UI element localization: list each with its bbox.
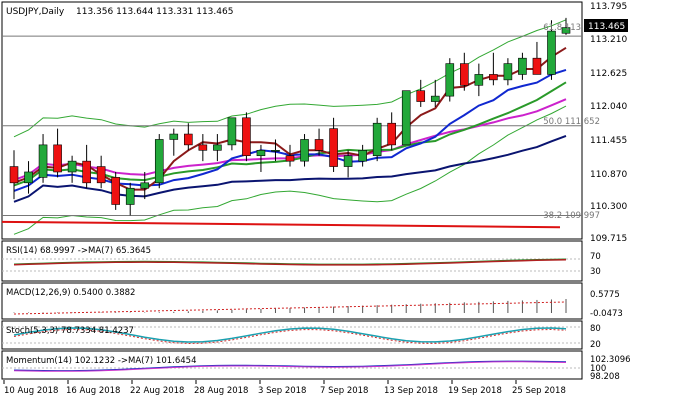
current-price-badge xyxy=(584,19,628,32)
bear-candle xyxy=(329,128,338,167)
bull-candle xyxy=(372,122,382,157)
bull-candle xyxy=(300,139,309,162)
upper-band-line xyxy=(13,19,567,138)
date-label: 25 Sep 2018 xyxy=(512,386,566,396)
bull-candle xyxy=(213,144,222,151)
fib-label-382: 38.2 109.997 xyxy=(543,211,600,221)
date-label: 7 Sep 2018 xyxy=(320,386,368,396)
bull-candle xyxy=(67,160,77,173)
stoch-label: Stoch(5,3,3) 78.7334 81.4237 xyxy=(6,326,134,336)
bull-candle xyxy=(401,90,411,146)
price-tick: 110.300 xyxy=(590,202,627,212)
ma-long-navy-line xyxy=(13,134,567,203)
fib-label-618: 61.8 113.307 xyxy=(543,23,600,33)
bull-candle xyxy=(518,57,527,75)
date-label: 22 Aug 2018 xyxy=(130,386,184,396)
stoch-d-line xyxy=(13,328,567,345)
bull-candle xyxy=(125,187,135,205)
bull-candle xyxy=(38,144,48,178)
momentum-ma-line xyxy=(13,361,567,372)
price-tick: 112.040 xyxy=(590,102,627,112)
momentum-tick-low: 98.208 xyxy=(590,372,620,382)
date-label: 28 Aug 2018 xyxy=(194,386,248,396)
bear-candle xyxy=(111,177,120,205)
macd-signal-line xyxy=(13,301,567,315)
momentum-tick-high: 102.3096 xyxy=(590,355,631,365)
bear-candle xyxy=(82,160,91,184)
bull-candle xyxy=(256,150,266,157)
rsi-tick-70: 70 xyxy=(590,252,601,262)
bear-candle xyxy=(532,57,542,75)
macd-tick-low: -0.0473 xyxy=(590,309,623,319)
macd-panel[interactable] xyxy=(1,282,583,320)
momentum-label: Momentum(14) 102.1232 ->MA(7) 101.6454 xyxy=(6,356,196,366)
bull-candle xyxy=(561,27,571,34)
stoch-tick-80: 80 xyxy=(590,324,601,334)
rsi-tick-30: 30 xyxy=(590,267,601,277)
chart-symbol-label: USDJPY,Daily xyxy=(6,7,65,17)
macd-tick-high: 0.5775 xyxy=(590,290,620,300)
date-label: 13 Sep 2018 xyxy=(384,386,438,396)
lower-band-line xyxy=(13,105,567,235)
momentum-tick-100: 100 xyxy=(590,364,606,374)
date-label: 16 Aug 2018 xyxy=(66,386,120,396)
price-tick: 110.870 xyxy=(590,170,627,180)
date-label: 3 Sep 2018 xyxy=(258,386,306,396)
bull-candle xyxy=(474,74,484,86)
price-tick: 113.210 xyxy=(590,35,627,45)
rsi-label: RSI(14) 68.9997 ->MA(7) 65.3645 xyxy=(6,246,151,256)
bear-candle xyxy=(460,63,469,86)
date-label: 19 Sep 2018 xyxy=(448,386,502,396)
bull-candle xyxy=(227,117,237,146)
bear-candle xyxy=(242,117,251,157)
current-price-value: 113.465 xyxy=(588,22,625,32)
macd-label: MACD(12,26,9) 0.5400 0.3882 xyxy=(6,288,135,298)
main-price-panel[interactable] xyxy=(1,1,583,240)
bear-candle xyxy=(387,122,396,146)
bear-candle xyxy=(184,133,193,146)
price-tick: 112.625 xyxy=(590,69,627,79)
price-tick: 113.795 xyxy=(590,2,627,12)
bull-candle xyxy=(445,63,455,97)
bull-candle xyxy=(430,95,440,102)
bull-candle xyxy=(503,63,513,81)
momentum-line xyxy=(13,360,567,372)
bull-candle xyxy=(343,155,353,167)
bear-candle xyxy=(489,74,498,81)
rsi-line xyxy=(13,258,567,265)
bull-candle xyxy=(358,150,367,162)
bull-candle xyxy=(154,139,164,184)
bull-candle xyxy=(24,171,33,184)
bear-candle xyxy=(314,139,324,151)
bear-candle xyxy=(198,144,208,151)
bull-candle xyxy=(547,30,556,75)
ma-red-flat-line xyxy=(1,220,561,229)
date-label: 10 Aug 2018 xyxy=(4,386,58,396)
bear-candle xyxy=(96,166,106,184)
bear-candle xyxy=(416,90,426,102)
fib-label-500: 50.0 111.652 xyxy=(543,117,600,127)
bull-candle xyxy=(169,133,179,140)
price-tick: 109.715 xyxy=(590,234,627,244)
momentum-panel[interactable] xyxy=(1,350,583,380)
stoch-tick-20: 20 xyxy=(590,340,601,350)
price-tick: 111.455 xyxy=(590,136,627,146)
bear-candle xyxy=(53,144,62,173)
chart-ohlc-values: 113.356 113.644 113.331 113.465 xyxy=(76,7,233,17)
stoch-k-line xyxy=(13,327,567,343)
bear-candle xyxy=(285,155,295,162)
rsi-ma-line xyxy=(13,259,567,266)
bull-candle xyxy=(140,182,150,189)
bull-candle xyxy=(271,150,280,152)
bear-candle xyxy=(9,166,19,184)
